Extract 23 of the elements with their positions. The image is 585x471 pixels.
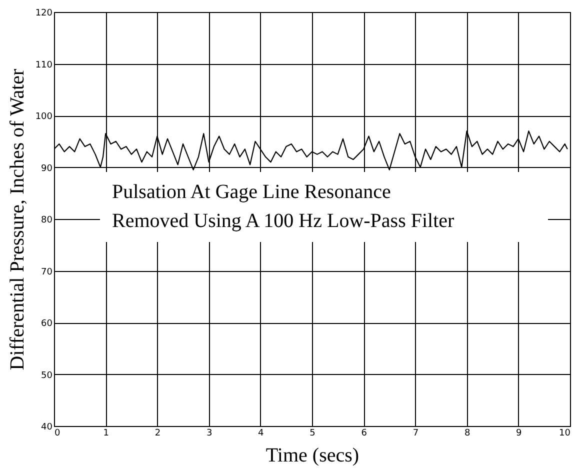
y-tick-label: 100 (35, 112, 53, 122)
x-tick-label: 9 (516, 428, 522, 438)
y-tick-label: 120 (35, 8, 53, 18)
y-tick-label: 40 (41, 422, 53, 432)
x-tick-label: 7 (412, 428, 419, 438)
x-axis-title: Time (secs) (266, 444, 360, 466)
y-axis-title: Differential Pressure, Inches of Water (6, 68, 28, 370)
x-tick-label: 2 (154, 428, 161, 438)
y-tick-label: 90 (41, 164, 53, 174)
x-tick-label: 8 (464, 428, 470, 438)
x-tick-label: 10 (559, 428, 571, 438)
x-tick-label: 3 (206, 428, 212, 438)
y-tick-label: 110 (35, 60, 53, 70)
y-tick-label: 80 (41, 216, 53, 226)
text-panel: Pulsation At Gage Line Resonance Removed Using A 100 Hz Low-Pass Filter (100, 172, 548, 242)
x-tick-label: 0 (54, 428, 60, 438)
x-tick-label: 6 (361, 428, 368, 438)
x-tick-label: 1 (103, 428, 109, 438)
x-tick-label: 4 (258, 428, 264, 438)
y-tick-label: 60 (41, 319, 53, 329)
x-tick-label: 5 (310, 428, 316, 438)
y-tick-label: 70 (41, 267, 53, 278)
y-tick-label: 50 (41, 370, 53, 381)
